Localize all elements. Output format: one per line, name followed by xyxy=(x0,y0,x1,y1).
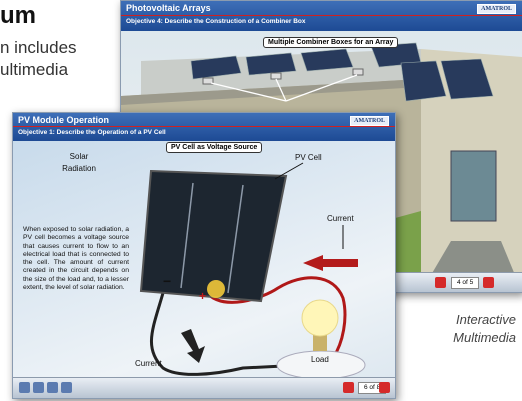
next-button[interactable] xyxy=(483,277,494,288)
current-label: Current xyxy=(135,359,162,368)
prev-button[interactable] xyxy=(435,277,446,288)
header: Photovoltaic Arrays Objective 4: Describ… xyxy=(121,1,522,31)
divider xyxy=(13,126,395,127)
tool-button[interactable] xyxy=(19,382,30,393)
bulb-socket xyxy=(313,335,327,351)
header: PV Module Operation Objective 1: Describ… xyxy=(13,113,395,141)
load-label: Load xyxy=(311,355,329,364)
screen-title: Photovoltaic Arrays xyxy=(126,3,211,13)
objective: Objective 1: Describe the Operation of a… xyxy=(18,129,166,136)
minus-sign: − xyxy=(163,273,171,289)
description: When exposed to solar radiation, a PV ce… xyxy=(23,226,129,292)
tool-button[interactable] xyxy=(33,382,44,393)
footer: 6 of 8 xyxy=(13,377,395,398)
brand: AMATROL xyxy=(350,116,389,126)
screen-title: PV Module Operation xyxy=(18,115,109,125)
tool-button[interactable] xyxy=(47,382,58,393)
page-indicator: 4 of 5 xyxy=(451,277,479,289)
brand: AMATROL xyxy=(477,4,516,14)
caption: Multimedia xyxy=(420,330,516,345)
current-arrow-bottom xyxy=(181,329,205,363)
caption: Interactive xyxy=(420,312,516,327)
callout: Multiple Combiner Boxes for an Array xyxy=(263,37,398,48)
plus-sign: + xyxy=(199,289,206,303)
next-button[interactable] xyxy=(379,382,390,393)
bulb xyxy=(302,300,338,336)
heading-line: n includes xyxy=(0,38,77,58)
heading: um xyxy=(0,2,36,30)
callout: PV Cell as Voltage Source xyxy=(166,142,262,153)
current-arrow xyxy=(303,255,358,271)
radiation-label: Solar Radiation xyxy=(58,151,100,175)
objective: Objective 4: Describe the Construction o… xyxy=(126,18,306,25)
pointer xyxy=(275,163,303,179)
light-spot xyxy=(207,280,225,298)
divider xyxy=(121,15,522,16)
cell-label: PV Cell xyxy=(295,153,322,162)
page: um n includes ultimedia Photovoltaic Arr… xyxy=(0,0,522,401)
heading-line: ultimedia xyxy=(0,60,68,80)
tool-button[interactable] xyxy=(61,382,72,393)
window xyxy=(451,151,496,221)
front-screen: PV Module Operation Objective 1: Describ… xyxy=(12,112,396,399)
current-label: Current xyxy=(327,214,354,223)
prev-button[interactable] xyxy=(343,382,354,393)
